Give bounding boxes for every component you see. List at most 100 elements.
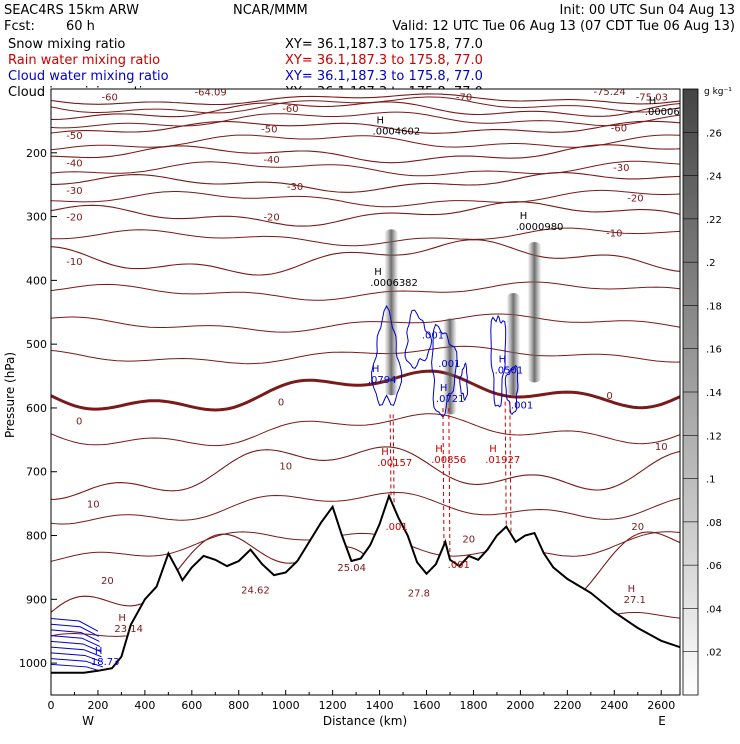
legend-item-name: Cloud water mixing ratio [8, 69, 169, 84]
y-tick-label: 500 [26, 338, 47, 351]
x-tick-label: 200 [87, 699, 108, 712]
colorbar-tick-label: .1 [706, 475, 716, 486]
snow-shafts [384, 229, 542, 415]
snow-shaft [384, 229, 399, 396]
isotherm-label: 0 [76, 417, 82, 428]
cloud-water-contour [459, 362, 469, 402]
colorbar-tick-label: .2 [706, 258, 716, 269]
y-tick-label: 1000 [19, 657, 47, 670]
x-tick-label: 1600 [413, 699, 441, 712]
y-tick-label: 900 [26, 593, 47, 606]
y-tick-label: 400 [26, 274, 47, 287]
legend-item-name: Rain water mixing ratio [8, 53, 160, 68]
rain-water-contour [392, 414, 395, 530]
cloud-water-contour [51, 635, 101, 647]
axes: 0 200 400 600 800 1000 1200 1400 1600 1800 2000 220… [19, 147, 675, 712]
extremum-value: .0006382 [370, 278, 418, 289]
extremum-value: .00856 [431, 455, 466, 466]
isotherm-line [51, 160, 680, 177]
extremum-value: .01927 [485, 455, 520, 466]
cloud-water-contour [51, 652, 103, 663]
cloud-water-contour [51, 623, 99, 637]
extremum-marker: H [649, 96, 657, 107]
extremum-value: .0501 [495, 365, 524, 376]
rain-water-contours [389, 401, 512, 568]
isotherm-line [51, 134, 680, 151]
isotherm-label: -20 [263, 213, 279, 224]
colorbar-tick-label: .22 [706, 215, 722, 226]
colorbar-unit: g kg⁻¹ [704, 87, 732, 97]
rain-water-contour [389, 414, 392, 530]
colorbar-tick-label: .18 [706, 301, 722, 312]
isotherm-label: -50 [261, 125, 277, 136]
terrain-line [51, 493, 680, 674]
isotherm-line [51, 101, 680, 120]
cloud-water-contour [51, 629, 100, 642]
isotherm-label: 20 [101, 576, 114, 587]
isotherm-line [51, 172, 680, 193]
isotherm-line [51, 492, 680, 525]
colorbar-tick-label: .24 [706, 172, 722, 183]
extremum-marker: H [372, 364, 380, 375]
extremum-value: .0794 [368, 375, 397, 386]
isotherm-label: 0 [278, 398, 284, 409]
isotherm-line [51, 93, 680, 106]
extremum-value: .001 [511, 401, 533, 412]
y-tick-label: 600 [26, 402, 47, 415]
x-tick-label: 2200 [553, 699, 581, 712]
isotherm-line [51, 189, 680, 208]
colorbar-tick-label: .02 [706, 648, 722, 659]
colorbar-tick-label: .06 [706, 561, 722, 572]
legend-item-name: Snow mixing ratio [8, 37, 125, 52]
x-tick-label: 600 [181, 699, 202, 712]
isotherm-label: -60 [282, 104, 298, 115]
extremum-value: 27.1 [624, 595, 646, 606]
cloud-water-contour [51, 617, 99, 632]
y-tick-label: 800 [26, 530, 47, 543]
isotherm-label: -64.09 [194, 88, 226, 99]
isotherm-label: 20 [462, 535, 475, 546]
x-tick-label: 0 [48, 699, 55, 712]
x-tick-label: 800 [228, 699, 249, 712]
extremum-marker: H [520, 211, 528, 222]
cloud-water-contour [51, 658, 104, 668]
isotherm-label: 10 [655, 442, 668, 453]
isotherm-line [51, 345, 680, 365]
isotherm-line [51, 120, 680, 134]
extremum-value: 25.04 [337, 563, 366, 574]
rain-water-contour [448, 407, 451, 568]
isotherm-label: -40 [263, 155, 279, 166]
extremum-marker: H [628, 584, 636, 595]
isotherm-line [51, 531, 680, 562]
colorbar-tick-label: .26 [706, 128, 722, 139]
extremum-value: .0004602 [373, 126, 421, 137]
y-tick-label: 700 [26, 466, 47, 479]
annotations: H.0004602H.00006H.0000980H.0006382H.0794… [91, 96, 680, 668]
cloud-water-contour [404, 309, 433, 370]
isotherm-label: -60 [102, 93, 118, 104]
x-axis-label: Distance (km) [323, 714, 407, 728]
extremum-value: .001 [438, 359, 460, 370]
extremum-marker: H [374, 267, 382, 278]
extremum-marker: H [499, 354, 507, 365]
colorbar: g kg⁻¹ .26 .24 .22 .2 .18 .16 .14 .12 .1 .08 .06 .0… [682, 87, 732, 696]
isotherm-label: -75.24 [593, 87, 625, 98]
init-time: Init: 00 UTC Sun 04 Aug 13 [560, 3, 735, 18]
isotherm-line [51, 144, 680, 164]
x-end-label-west: W [82, 714, 94, 728]
colorbar-tick-label: .14 [706, 388, 722, 399]
rain-water-contour [504, 401, 507, 536]
extremum-value: .001 [385, 522, 407, 533]
isotherm-line [51, 313, 680, 333]
cloud-water-contour [431, 323, 458, 418]
isotherm-label: -30 [613, 163, 629, 174]
isotherm-line [51, 201, 680, 227]
extremum-marker: H [440, 383, 448, 394]
isotherm-line [51, 281, 680, 301]
fcst-value: 60 h [66, 19, 95, 34]
cloud-water-contour [51, 646, 102, 658]
colorbar-tick-label: .08 [706, 518, 722, 529]
isotherm-line [51, 446, 680, 500]
isotherm-line [51, 413, 680, 447]
